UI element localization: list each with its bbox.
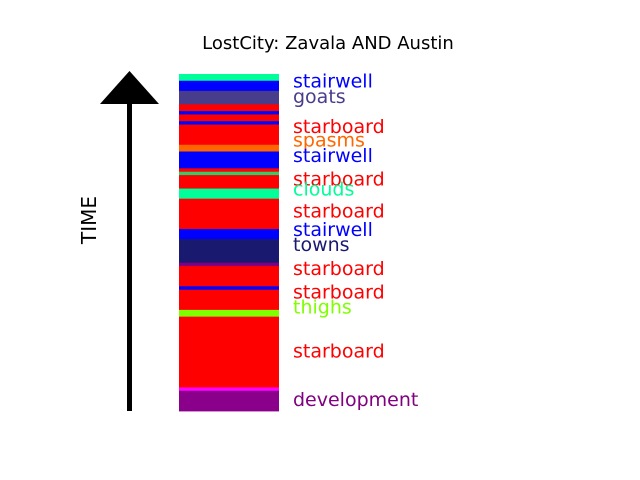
label-starboard: starboard (293, 340, 385, 362)
segment-starboard (179, 168, 279, 173)
label-development: development (293, 389, 418, 411)
label-starboard: starboard (293, 116, 385, 138)
segment-clouds (179, 171, 279, 176)
segment-starboard (179, 289, 279, 311)
segment-towns (179, 239, 279, 264)
label-thighs: thighs (293, 297, 352, 319)
label-goats: goats (293, 86, 346, 108)
label-towns: towns (293, 234, 350, 256)
label-stairwell: stairwell (293, 219, 373, 241)
segment-thighs (179, 309, 279, 318)
label-starboard: starboard (293, 200, 385, 222)
segment-starboard (179, 316, 279, 388)
stack-segments (179, 74, 279, 412)
segment-goats (179, 90, 279, 105)
label-starboard: starboard (293, 258, 385, 280)
segment-starboard (179, 114, 279, 122)
segment-stairwell (179, 111, 279, 115)
time-arrow-head (100, 71, 159, 104)
segment-development (179, 390, 279, 412)
segment-starboard (179, 175, 279, 189)
segment-stairwell (179, 80, 279, 92)
time-axis-label: TIME (77, 196, 101, 245)
label-stairwell: stairwell (293, 71, 373, 93)
time-axis: TIME (77, 71, 159, 411)
segment-development (179, 387, 279, 392)
label-spasms: spasms (293, 130, 365, 152)
chart-title: LostCity: Zavala AND Austin (202, 33, 454, 54)
segment-starboard (179, 266, 279, 287)
label-starboard: starboard (293, 168, 385, 190)
label-starboard: starboard (293, 281, 385, 303)
segment-starboard (179, 124, 279, 146)
segment-stairwell (179, 286, 279, 291)
segment-starboard (179, 104, 279, 112)
segment-stairwell (179, 151, 279, 169)
segment-starboard (179, 198, 279, 230)
label-stairwell: stairwell (293, 145, 373, 167)
segment-stairwell (179, 229, 279, 240)
segment-stairwell (179, 121, 279, 125)
segment-development (179, 262, 279, 267)
segment-spasms (179, 144, 279, 152)
label-clouds: clouds (293, 179, 354, 201)
segment-stairwell (179, 74, 279, 82)
segment-clouds (179, 188, 279, 200)
segment-labels: stairwellgoatsstarboardspasmsstairwellst… (293, 71, 418, 411)
